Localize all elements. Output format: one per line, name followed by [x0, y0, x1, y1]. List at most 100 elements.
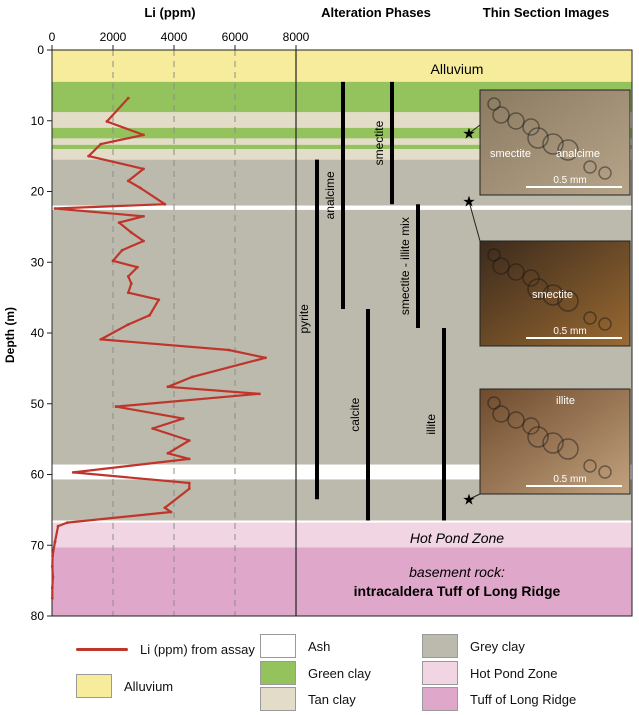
li-data-point: [227, 348, 231, 352]
li-data-point: [136, 265, 139, 269]
axis-ticks: 0 2000 4000 6000 8000 0 10 20 30 40 50 60 70 80: [31, 30, 310, 623]
li-data-point: [148, 313, 152, 317]
li-data-point: [51, 554, 55, 558]
li-header: Li (ppm): [144, 5, 195, 20]
legend-grey-clay-swatch: [422, 634, 458, 658]
legend-item-alluvium: Alluvium: [76, 674, 173, 698]
legend-grey-clay-label: Grey clay: [470, 638, 525, 654]
alteration-phases: analcime smectite smectite - illite mix pyr…: [297, 81, 446, 521]
legend: Li (ppm) from assay Alluvium Ash Green c…: [0, 628, 639, 715]
x-tick-label: 0: [49, 30, 56, 44]
mineral-grain: [583, 459, 597, 473]
li-data-point: [142, 167, 145, 171]
legend-tuff-label: Tuff of Long Ridge: [470, 691, 577, 707]
legend-li-line-swatch: [76, 648, 128, 651]
phase-label: analcime: [323, 171, 337, 219]
mineral-grain: [542, 284, 564, 306]
mineral-grain: [507, 411, 525, 429]
mineral-grain: [507, 263, 525, 281]
mineral-label: illite: [556, 395, 575, 407]
x-tick-label: 2000: [100, 30, 127, 44]
x-tick-label: 6000: [222, 30, 249, 44]
li-data-point: [157, 298, 161, 302]
mineral-label: smectite: [490, 148, 531, 160]
legend-item-hot-pond: Hot Pond Zone: [422, 661, 557, 685]
x-tick-label: 8000: [283, 30, 310, 44]
li-data-point: [187, 487, 191, 491]
mineral-grain: [492, 106, 510, 124]
legend-item-ash: Ash: [260, 634, 330, 658]
li-data-point: [190, 375, 194, 379]
legend-alluvium-swatch: [76, 674, 112, 698]
legend-li-label: Li (ppm) from assay: [140, 642, 255, 657]
legend-item-green-clay: Green clay: [260, 661, 371, 685]
li-data-point: [50, 586, 54, 590]
sample-depth-star-icon: ★: [462, 193, 475, 210]
x-tick-label: 4000: [161, 30, 188, 44]
li-data-point: [120, 248, 124, 252]
mineral-grain: [492, 257, 510, 275]
thin-section-photo: [479, 89, 631, 196]
mineral-grain: [487, 97, 501, 111]
phase-label: illite: [424, 414, 438, 435]
legend-item-grey-clay: Grey clay: [422, 634, 525, 658]
phase-label: smectite - illite mix: [398, 217, 412, 315]
lithology-band: [52, 50, 632, 82]
lithology-band: [52, 547, 632, 616]
li-data-point: [117, 221, 121, 225]
legend-tan-clay-label: Tan clay: [308, 691, 356, 707]
li-data-point: [169, 510, 173, 514]
mineral-grain: [583, 160, 597, 174]
li-data-point: [111, 259, 115, 263]
li-data-point: [51, 575, 55, 579]
li-series: [50, 96, 267, 600]
y-tick-label: 80: [31, 609, 45, 623]
y-tick-label: 30: [31, 255, 45, 269]
mineral-grain: [598, 166, 612, 180]
li-data-point: [142, 214, 145, 218]
li-data-point: [163, 506, 167, 510]
li-data-point: [264, 356, 267, 360]
li-data-point: [187, 457, 191, 461]
y-tick-label: 70: [31, 538, 45, 552]
li-data-point: [181, 417, 185, 421]
li-data-point: [129, 231, 133, 234]
li-data-point: [126, 275, 130, 278]
legend-ash-swatch: [260, 634, 296, 658]
mineral-grain: [598, 317, 612, 331]
sample-depth-star-icon: ★: [462, 125, 475, 142]
li-data-point: [99, 142, 103, 146]
li-data-point: [50, 565, 54, 568]
mineral-grain: [557, 139, 579, 161]
mineral-grain: [527, 127, 549, 149]
mineral-label: analcime: [556, 148, 600, 160]
phase-label: smectite: [372, 120, 386, 165]
mineral-grain: [557, 438, 579, 460]
mineral-grain: [557, 290, 579, 312]
mineral-grain: [522, 118, 540, 136]
li-data-point: [50, 596, 54, 600]
sample-depth-star-icon: ★: [462, 491, 475, 508]
legend-hot-pond-label: Hot Pond Zone: [470, 665, 558, 681]
lithology-band: [52, 522, 632, 548]
mineral-grain: [542, 432, 564, 454]
li-data-point: [126, 323, 130, 326]
li-data-point: [99, 337, 103, 341]
li-data-point: [87, 154, 90, 158]
mineral-grain: [487, 248, 501, 262]
scale-bar-label: 0.5 mm: [553, 175, 586, 186]
li-data-point: [126, 96, 130, 100]
li-data-point: [105, 120, 109, 123]
thin-section-header: Thin Section Images: [483, 5, 609, 20]
hot-pond-label: Hot Pond Zone: [410, 530, 504, 546]
thin-section-photo: [479, 388, 631, 495]
li-data-point: [126, 179, 130, 183]
legend-tan-clay-swatch: [260, 687, 296, 711]
alteration-header: Alteration Phases: [321, 5, 431, 20]
y-axis-title: Depth (m): [3, 307, 17, 363]
thin-section-photo: [479, 240, 631, 347]
legend-green-clay-swatch: [260, 661, 296, 685]
thin-section-connector: [468, 201, 481, 242]
li-data-point: [126, 291, 130, 295]
scale-bar-label: 0.5 mm: [553, 474, 586, 485]
